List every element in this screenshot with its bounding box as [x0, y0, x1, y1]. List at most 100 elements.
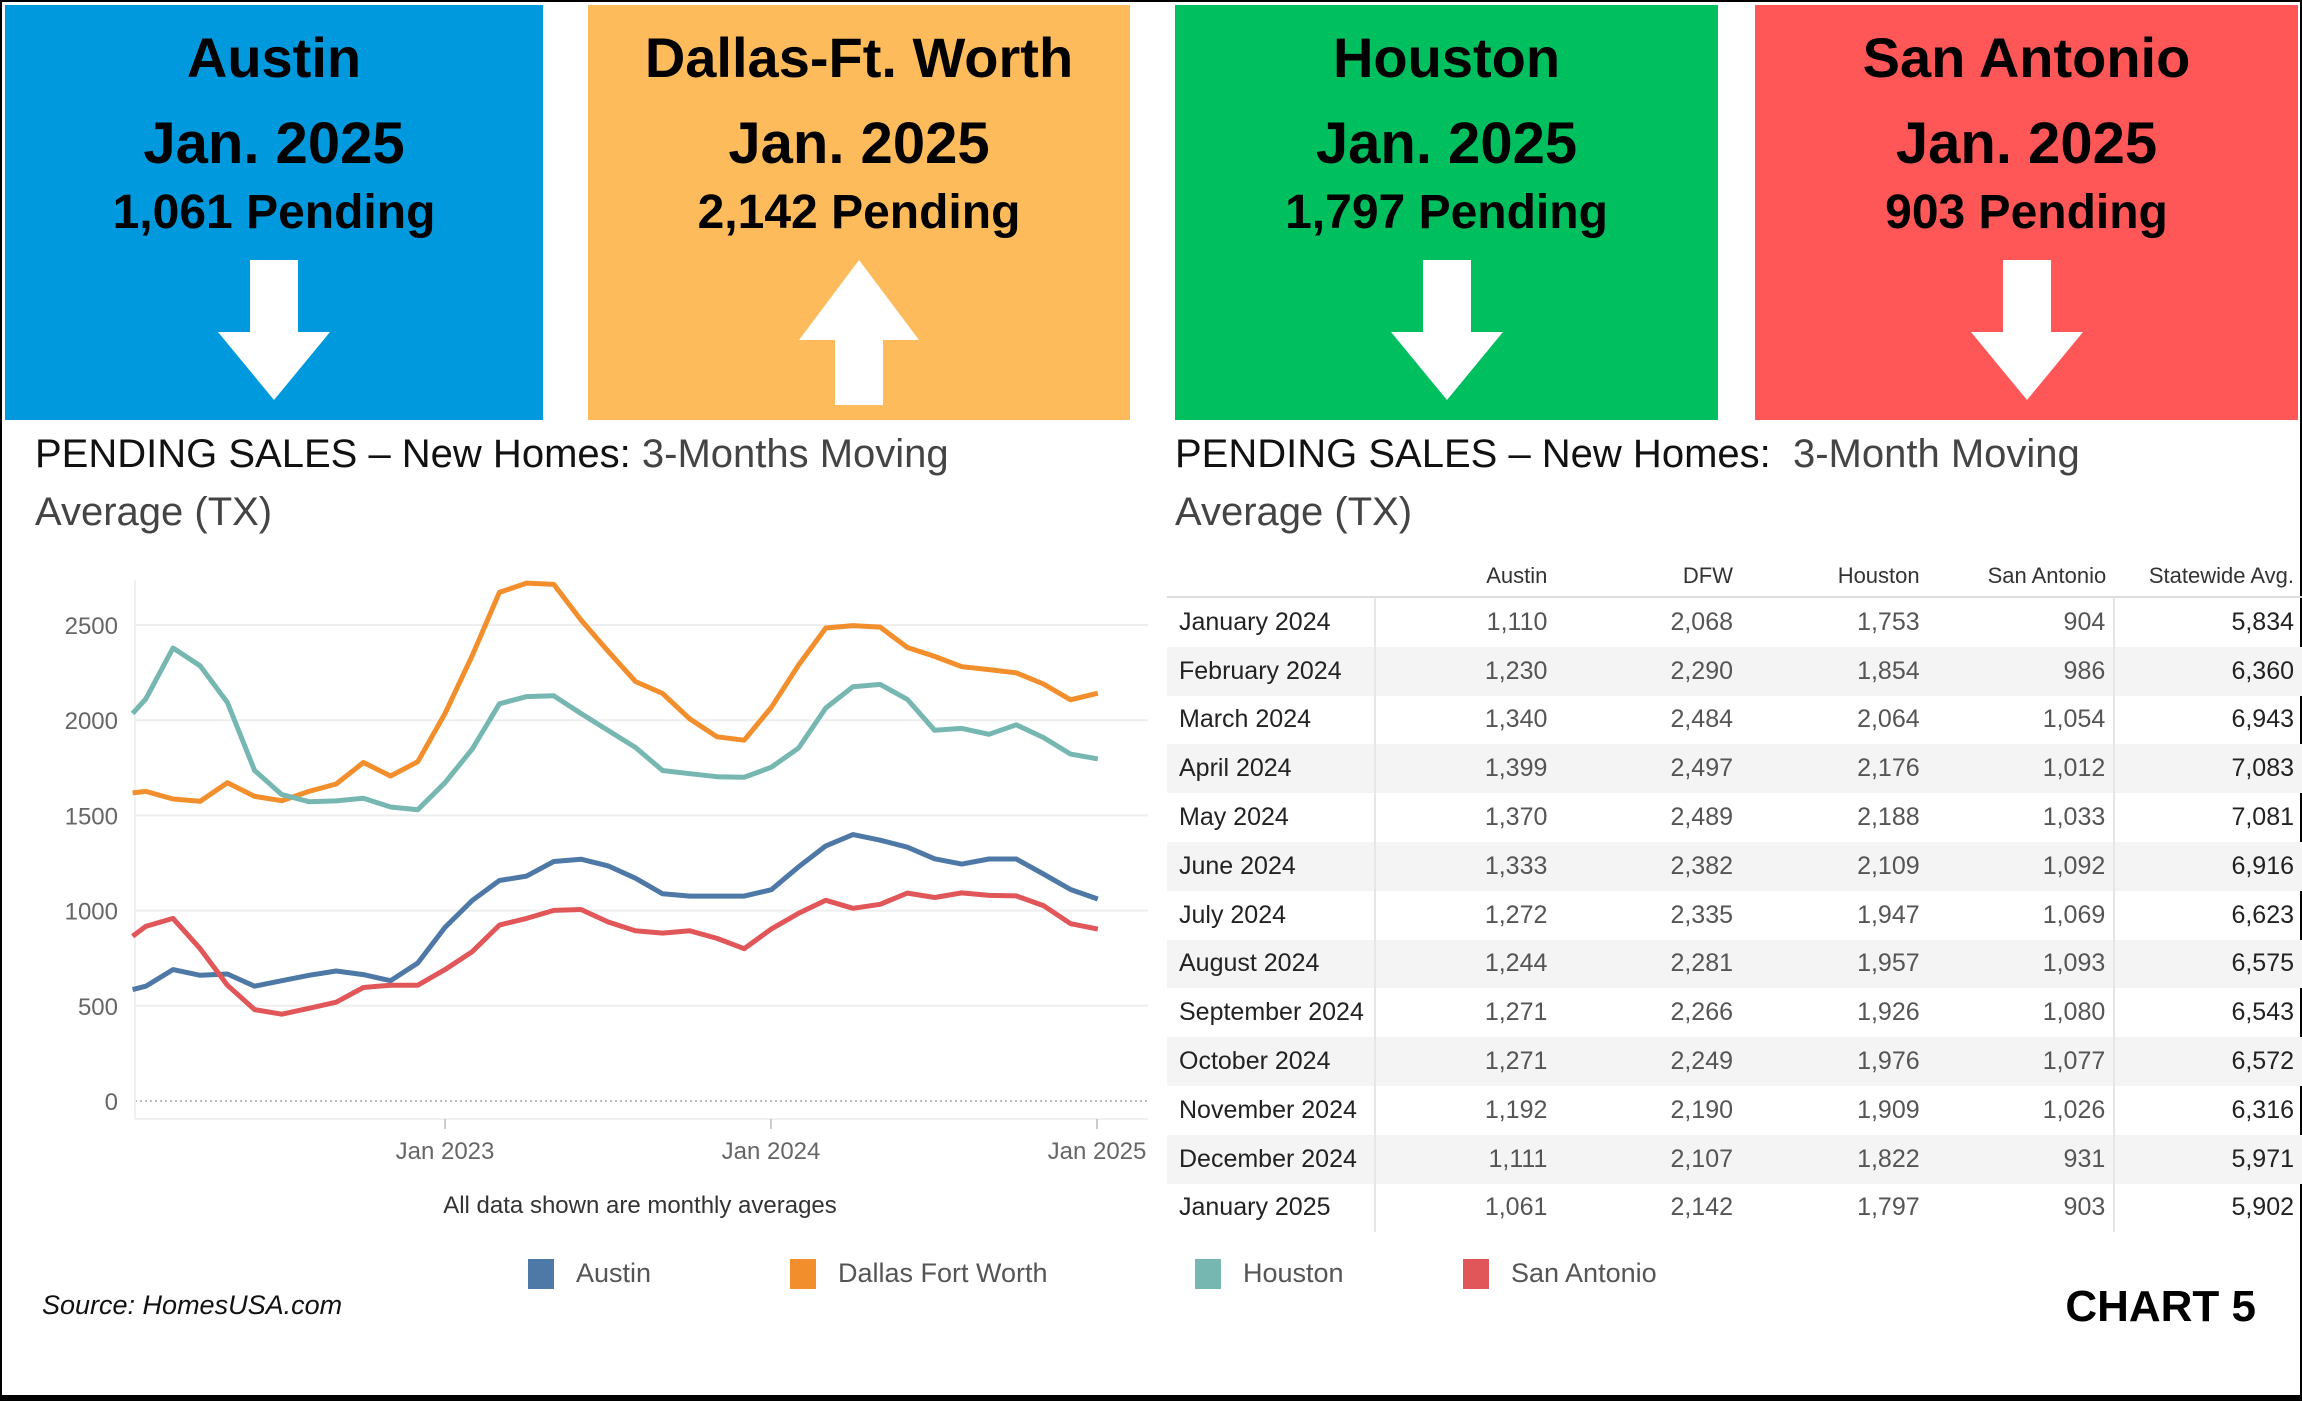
- legend-swatch: [1463, 1258, 1489, 1289]
- table-cell: 1,370: [1484, 803, 1548, 832]
- column-header: [1167, 556, 1375, 598]
- table-cell: 2,249: [1555, 1037, 1741, 1086]
- market-box-dallas-ft-worth: Dallas-Ft. Worth Jan. 2025 2,142 Pending: [588, 5, 1130, 420]
- table-cell: 1,061: [1484, 1193, 1548, 1222]
- y-tick-label: 0: [105, 1089, 118, 1116]
- market-box-houston: Houston Jan. 2025 1,797 Pending: [1175, 5, 1718, 420]
- table-cell: September 2024: [1167, 988, 1376, 1038]
- table-cell: January 2024: [1167, 597, 1376, 647]
- table-cell: 2,281: [1555, 939, 1741, 989]
- table-cell: 2,068: [1670, 607, 1733, 636]
- legend-item: Houston: [1195, 1258, 1344, 1289]
- arrow-down-icon: [1970, 260, 2083, 400]
- table-cell: February 2024: [1167, 646, 1376, 696]
- table-cell: 931: [1927, 1134, 2116, 1184]
- legend-label: Houston: [1243, 1258, 1344, 1288]
- table-cell: July 2024: [1167, 890, 1376, 940]
- box-city: Houston: [1332, 26, 1561, 89]
- table-cell: 6,623: [2231, 900, 2294, 929]
- table-row: July 2024 1,272 2,335 1,947 1,069 6,623: [1167, 890, 2302, 940]
- chart-heading: PENDING SALES – New Homes: 3-Months Movi…: [35, 425, 1035, 541]
- heading-main: PENDING SALES – New Homes:: [35, 432, 631, 476]
- line-chart: 0 500 1000 1500 2000 2500 Jan 2023 Jan 2024 Jan …: [65, 580, 1148, 1165]
- table-cell: 1,092: [1927, 841, 2116, 891]
- table-cell: 2,497: [1555, 744, 1741, 794]
- table-row: April 2024 1,399 2,497 2,176 1,012 7,083: [1167, 744, 2302, 794]
- y-tick-label: 2000: [65, 708, 118, 735]
- legend-label: Dallas Fort Worth: [838, 1258, 1048, 1288]
- table-cell: 6,316: [2231, 1095, 2294, 1124]
- box-date: Jan. 2025: [1315, 111, 1578, 176]
- table-cell: December 2024: [1167, 1134, 1376, 1184]
- box-pending: 1,797 Pending: [1285, 186, 1608, 239]
- chart-label: CHART 5: [2065, 1282, 2256, 1331]
- table-row: June 2024 1,333 2,382 2,109 1,092 6,916: [1167, 841, 2302, 891]
- table-cell: 2,382: [1555, 841, 1741, 891]
- box-pending: 2,142 Pending: [697, 186, 1021, 239]
- table-cell: 1,033: [1927, 793, 2116, 842]
- table-cell: 1,244: [1374, 939, 1556, 989]
- box-date: Jan. 2025: [1895, 111, 2158, 176]
- legend-item: San Antonio: [1463, 1258, 1657, 1289]
- legend-swatch: [1195, 1258, 1221, 1289]
- table-cell: 2,266: [1670, 998, 1733, 1027]
- table-cell: 1,822: [1741, 1134, 1928, 1184]
- table-cell: 1,080: [1927, 988, 2116, 1038]
- box-date: Jan. 2025: [143, 111, 405, 176]
- table-cell: 1,926: [1857, 998, 1920, 1027]
- legend-item: Austin: [528, 1258, 651, 1289]
- legend-label: San Antonio: [1511, 1258, 1657, 1288]
- table-cell: 5,834: [2231, 607, 2294, 636]
- table-cell: 2,484: [1670, 705, 1733, 734]
- box-pending: 1,061 Pending: [112, 186, 436, 239]
- table-cell: 1,340: [1484, 705, 1548, 734]
- table-header-row: Austin DFW Houston San Antonio Statewide Avg…: [1167, 556, 2302, 598]
- table-row: January 2024 1,110 2,068 1,753 904 5,834: [1167, 597, 2302, 647]
- table-cell: 1,110: [1486, 607, 1548, 636]
- table-cell: 986: [1927, 646, 2116, 696]
- table-cell: 2,190: [1670, 1095, 1733, 1124]
- heading-main: PENDING SALES – New Homes:: [1175, 432, 1771, 476]
- market-box-san-antonio: San Antonio Jan. 2025 903 Pending: [1755, 5, 2298, 420]
- table-cell: November 2024: [1167, 1085, 1376, 1135]
- y-tick-label: 2500: [65, 613, 118, 640]
- y-tick-label: 500: [78, 994, 118, 1021]
- box-city: Austin: [186, 26, 362, 89]
- x-tick-label: Jan 2024: [722, 1138, 821, 1165]
- table-cell: 1,797: [1857, 1193, 1920, 1222]
- table-cell: 2,489: [1670, 803, 1733, 832]
- table-row: November 2024 1,192 2,190 1,909 1,026 6,316: [1167, 1085, 2302, 1135]
- table-cell: 2,064: [1857, 705, 1920, 734]
- box-city: Dallas-Ft. Worth: [644, 26, 1074, 89]
- table-cell: 1,026: [1927, 1085, 2116, 1135]
- table-cell: 1,947: [1857, 900, 1920, 929]
- x-tick-label: Jan 2023: [396, 1138, 495, 1165]
- table-cell: 1,111: [1374, 1134, 1556, 1184]
- arrow-down-icon: [1390, 260, 1503, 400]
- source-text: Source: HomesUSA.com: [42, 1290, 343, 1320]
- table-row: March 2024 1,340 2,484 2,064 1,054 6,943: [1167, 695, 2302, 745]
- table-cell: 1,192: [1484, 1095, 1548, 1124]
- table-row: February 2024 1,230 2,290 1,854 986 6,360: [1167, 646, 2302, 696]
- legend-swatch: [790, 1258, 816, 1289]
- legend-label: Austin: [576, 1258, 652, 1288]
- y-tick-label: 1500: [65, 803, 118, 830]
- column-header: San Antonio: [1927, 556, 2115, 598]
- box-date: Jan. 2025: [728, 111, 990, 176]
- arrow-down-icon: [218, 260, 330, 400]
- market-box-austin: Austin Jan. 2025 1,061 Pending: [5, 5, 543, 420]
- table-cell: June 2024: [1167, 841, 1376, 891]
- table-cell: 5,902: [2231, 1193, 2294, 1222]
- table-cell: 1,909: [1857, 1095, 1920, 1124]
- legend-item: Dallas Fort Worth: [790, 1258, 1048, 1289]
- table-row: October 2024 1,271 2,249 1,976 1,077 6,572: [1167, 1037, 2302, 1086]
- table-cell: 6,916: [2114, 841, 2302, 891]
- column-header: Houston: [1741, 556, 1928, 598]
- table-cell: May 2024: [1167, 793, 1376, 842]
- table-cell: 1,230: [1374, 646, 1556, 696]
- table-cell: 2,176: [1741, 744, 1928, 794]
- column-header: Statewide Avg.: [2114, 556, 2302, 598]
- table-cell: 904: [1927, 597, 2116, 647]
- table-cell: 6,572: [2114, 1037, 2302, 1086]
